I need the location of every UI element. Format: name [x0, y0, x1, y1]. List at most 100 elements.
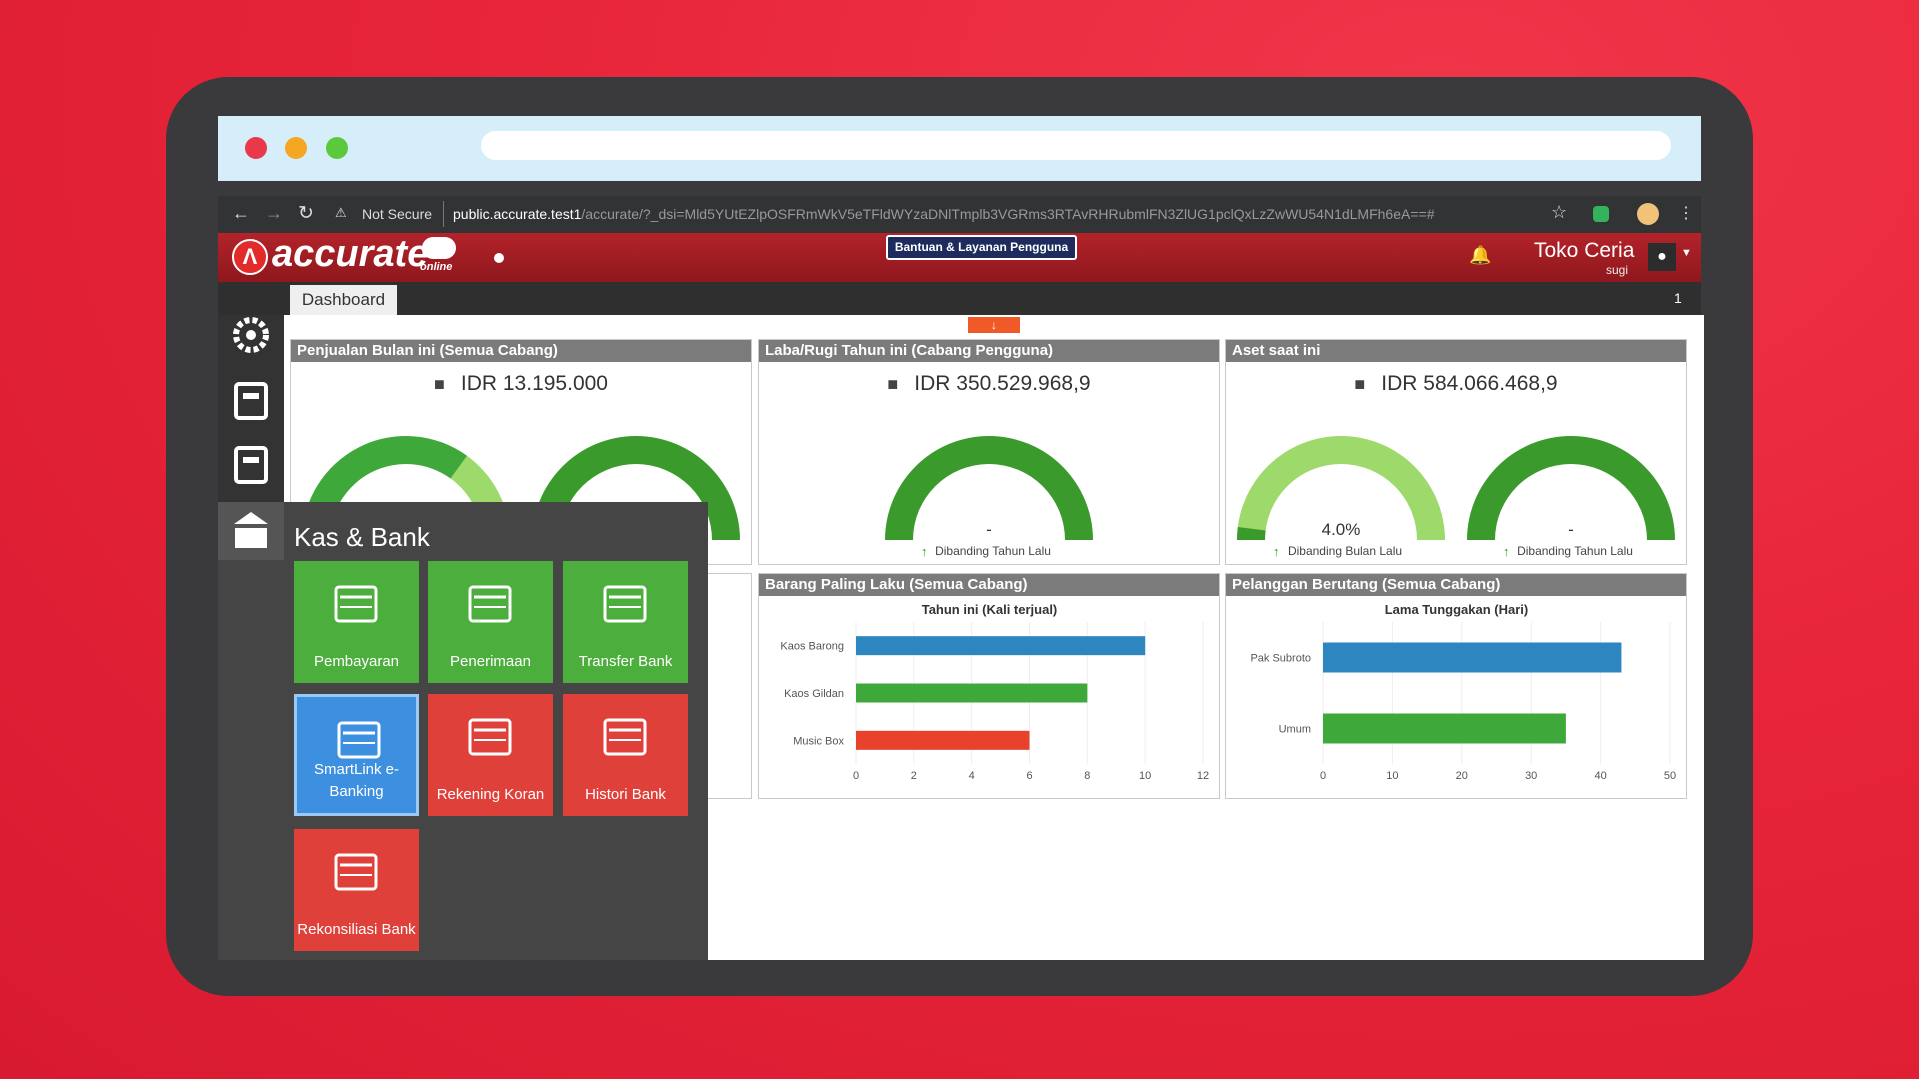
x-tick-label: 4: [969, 770, 975, 782]
x-tick-label: 2: [911, 770, 917, 782]
icon-shape: [334, 585, 378, 623]
tile-label: Pembayaran: [313, 653, 400, 670]
gauge-arc: [532, 436, 740, 540]
dashboard-tab[interactable]: Dashboard: [290, 285, 397, 315]
maximize-button[interactable]: [326, 137, 348, 159]
widget-amount: ■ IDR 13.195.000: [291, 372, 751, 396]
tile-icon: [337, 721, 381, 759]
x-tick-label: 6: [1026, 770, 1032, 782]
tile-label: SmartLink e-Banking: [313, 761, 400, 800]
x-tick-label: 12: [1197, 770, 1209, 782]
forward-button[interactable]: →: [265, 203, 283, 223]
extension-icon[interactable]: [1593, 206, 1609, 222]
logo-mark: Λ: [232, 239, 268, 275]
tile-icon: [468, 718, 512, 756]
gauge-arc: [885, 436, 1093, 540]
widget-amount: ■ IDR 350.529.968,9: [759, 372, 1219, 396]
y-tick-label: Pak Subroto: [1250, 653, 1311, 665]
widget-title: Pelanggan Berutang (Semua Cabang): [1226, 574, 1686, 596]
y-tick-label: Kaos Gildan: [784, 688, 844, 700]
icon-shape: [334, 853, 378, 891]
bar: [856, 683, 1088, 703]
bar: [1323, 642, 1622, 673]
widget-title: Penjualan Bulan ini (Semua Cabang): [291, 340, 751, 362]
logo[interactable]: accurate: [272, 233, 429, 275]
gauge-arrow: ↑: [921, 544, 928, 559]
tile-label: Penerimaan: [450, 653, 531, 670]
browser-menu[interactable]: ⋮: [1678, 205, 1694, 222]
menu-tile[interactable]: Pembayaran: [294, 561, 419, 683]
y-tick-label: Music Box: [793, 735, 844, 747]
x-tick-label: 20: [1456, 770, 1468, 782]
address-pill[interactable]: [481, 131, 1671, 160]
widget: Barang Paling Laku (Semua Cabang) Tahun i…: [758, 573, 1220, 799]
user-name[interactable]: Toko Ceria: [1534, 239, 1635, 262]
tile-icon: [603, 585, 647, 623]
icon-shape: [234, 382, 268, 420]
icon-shape: [233, 317, 269, 353]
security-label[interactable]: Not Secure: [362, 206, 433, 222]
icon-shape: [234, 446, 268, 484]
widget-amount: ■ IDR 584.066.468,9: [1226, 372, 1686, 396]
x-tick-label: 40: [1594, 770, 1606, 782]
chart-title: Tahun ini (Kali terjual): [922, 602, 1058, 617]
x-tick-label: 8: [1084, 770, 1090, 782]
widget: Laba/Rugi Tahun ini (Cabang Pengguna) ■ ID…: [758, 339, 1220, 565]
widget-title: Aset saat ini: [1226, 340, 1686, 362]
tile-icon: [468, 585, 512, 623]
help-button[interactable]: Bantuan & Layanan Pengguna: [886, 235, 1077, 260]
gauge-value: -: [1568, 520, 1574, 539]
close-button[interactable]: [245, 137, 267, 159]
x-tick-label: 50: [1664, 770, 1676, 782]
divider: [443, 201, 444, 227]
url[interactable]: public.accurate.test1/accurate/?_dsi=Mld…: [453, 206, 1553, 222]
user-dropdown[interactable]: ▼: [1681, 247, 1692, 259]
logo-cloud: [422, 237, 456, 259]
bookmark-star[interactable]: ☆: [1551, 202, 1568, 222]
menu-tile[interactable]: SmartLink e-Banking: [294, 694, 419, 816]
amount-text: IDR 13.195.000: [460, 372, 608, 395]
sidebar-icon[interactable]: [234, 382, 268, 420]
menu-tile[interactable]: Histori Bank: [563, 694, 688, 816]
icon-shape: [337, 721, 381, 759]
url-host: public.accurate.test1: [453, 206, 582, 222]
menu-tile[interactable]: Transfer Bank: [563, 561, 688, 683]
page-number[interactable]: 1: [1674, 290, 1682, 306]
menu-tile[interactable]: Rekening Koran: [428, 694, 553, 816]
tile-label: Transfer Bank: [578, 653, 673, 670]
user-icon[interactable]: ●: [1648, 243, 1676, 271]
notification-bell[interactable]: 🔔: [1469, 245, 1492, 265]
tile-icon: [334, 585, 378, 623]
url-path: /accurate/?_dsi=Mld5YUtEZlpOSFRmWkV5eTFl…: [581, 206, 1435, 222]
status-dot: [494, 253, 504, 263]
collapse-tab[interactable]: ↓: [968, 317, 1020, 333]
app-header: Λ accurate online Bantuan & Layanan Peng…: [218, 233, 1701, 282]
warning-icon: ⚠: [335, 205, 347, 220]
menu-tile[interactable]: Penerimaan: [428, 561, 553, 683]
tile-label: Rekonsiliasi Bank: [297, 921, 416, 938]
sidebar-icon[interactable]: [234, 446, 268, 484]
tile-label: Rekening Koran: [436, 786, 545, 803]
back-button[interactable]: ←: [232, 203, 250, 223]
profile-avatar[interactable]: [1637, 203, 1659, 225]
gauge-caption: Dibanding Tahun Lalu: [1517, 544, 1633, 558]
gauge-arc: [1237, 436, 1445, 540]
gauge-arc: [1467, 436, 1675, 540]
menu-tile[interactable]: Rekonsiliasi Bank: [294, 829, 419, 951]
icon-shape: [234, 512, 268, 548]
gauge-arrow: ↑: [1273, 544, 1280, 559]
gauge-value: -: [986, 520, 992, 539]
browser-toolbar: ← → ↻ ⚠ Not Secure public.accurate.test1…: [218, 196, 1701, 233]
x-tick-label: 0: [853, 770, 859, 782]
minimize-button[interactable]: [285, 137, 307, 159]
widget-title: Laba/Rugi Tahun ini (Cabang Pengguna): [759, 340, 1219, 362]
bar-chart: Tahun ini (Kali terjual) 0 2 4 6 8 10 12 Kaos Ba…: [780, 602, 1209, 782]
tile-icon: [334, 853, 378, 891]
reload-button[interactable]: ↻: [298, 203, 314, 224]
menu-title: Kas & Bank: [294, 522, 430, 552]
sidebar-icon[interactable]: [233, 317, 269, 353]
tile-icon: [603, 718, 647, 756]
gauges: - ↑ Dibanding Tahun Lalu: [885, 436, 1093, 559]
icon-shape: [246, 330, 256, 340]
